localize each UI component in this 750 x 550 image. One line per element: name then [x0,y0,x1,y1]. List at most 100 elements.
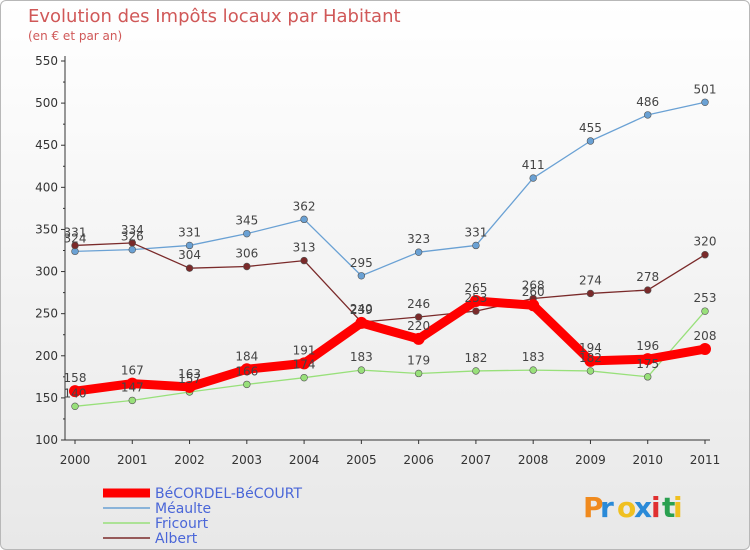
data-label: 411 [522,158,545,172]
data-label: 194 [579,341,602,355]
data-label: 334 [121,223,144,237]
logo-letter: r [600,491,614,524]
y-tick-label: 400 [35,180,58,194]
x-tick-label: 2003 [232,453,263,467]
data-label: 174 [293,358,316,372]
data-label: 240 [350,302,373,316]
logo-letter: i [651,491,661,524]
x-tick-label: 2002 [174,453,205,467]
data-point [529,366,537,374]
data-label: 184 [235,349,258,363]
data-point [243,262,251,271]
series-m-aulte [71,98,709,280]
data-point [472,307,480,315]
data-label: 486 [636,95,659,109]
data-point [300,373,308,382]
series-line [74,242,706,323]
x-tick-label: 2008 [518,453,549,467]
data-point [412,332,425,345]
data-label: 323 [407,232,430,246]
y-tick-label: 450 [35,138,58,152]
data-label: 183 [350,350,373,364]
data-point [644,286,652,294]
y-tick-label: 200 [35,349,58,363]
data-point [414,313,423,321]
data-label: 331 [464,225,487,239]
logo-letter: i [673,491,683,524]
data-point [243,229,251,238]
data-label: 182 [464,351,487,365]
data-point [185,241,194,250]
data-point [584,354,597,367]
data-point [243,380,251,389]
data-point [529,174,537,182]
data-label: 455 [579,121,602,135]
x-tick-label: 2007 [461,453,492,467]
data-point [472,367,480,375]
data-label: 208 [694,329,717,343]
y-tick-label: 250 [35,307,58,321]
data-label: 331 [178,225,201,239]
data-label: 326 [121,230,144,244]
data-point [701,98,709,106]
data-label: 331 [64,225,87,239]
data-label: 268 [522,279,545,293]
data-label: 324 [64,231,87,245]
logo-letter: x [634,491,652,524]
data-label: 158 [64,371,87,385]
data-label: 140 [64,386,87,400]
data-point [126,377,139,390]
x-tick-label: 2001 [117,453,148,467]
data-point [357,272,366,280]
data-point [300,256,308,265]
data-label: 167 [121,364,144,378]
x-tick-label: 2009 [575,453,606,467]
data-label: 166 [235,364,258,378]
data-label: 260 [522,285,545,299]
data-label: 313 [293,241,316,255]
data-point [414,369,423,378]
y-tick-label: 500 [35,96,58,110]
data-label: 246 [407,297,430,311]
data-point [71,241,79,250]
x-tick-label: 2000 [60,453,91,467]
data-point [128,245,136,254]
data-label: 179 [407,353,430,367]
data-label: 191 [293,343,316,357]
data-label: 182 [579,351,602,365]
data-label: 278 [636,270,659,284]
data-point [185,264,194,272]
data-point [644,373,652,381]
data-point [469,295,482,308]
series-line [74,101,706,277]
data-point [355,316,368,329]
y-tick-label: 100 [35,433,58,447]
y-tick-label: 300 [35,265,58,279]
data-label: 175 [636,357,659,371]
data-point [472,241,480,250]
data-point [644,111,652,119]
series-b-cordel-b-court [69,295,711,398]
y-tick-label: 550 [35,54,58,68]
data-point [298,357,311,370]
data-point [641,353,654,366]
data-label: 147 [121,380,144,394]
logo-letter: t [662,491,675,524]
logo-letter: o [617,491,636,524]
data-label: 265 [464,281,487,295]
data-point [699,343,711,356]
data-label: 183 [522,350,545,364]
data-label: 196 [636,339,659,353]
data-point [240,363,253,376]
data-label: 320 [694,235,717,249]
data-point [701,307,709,315]
series-albert [71,239,709,326]
axes: 100 150 200 250 300 350 400 450 500 550 2000 2001 20… [35,54,720,467]
data-label: 306 [235,247,258,261]
legend-label: Albert [155,531,198,547]
data-point [183,380,196,393]
data-point [357,366,366,374]
data-label: 362 [293,199,316,213]
